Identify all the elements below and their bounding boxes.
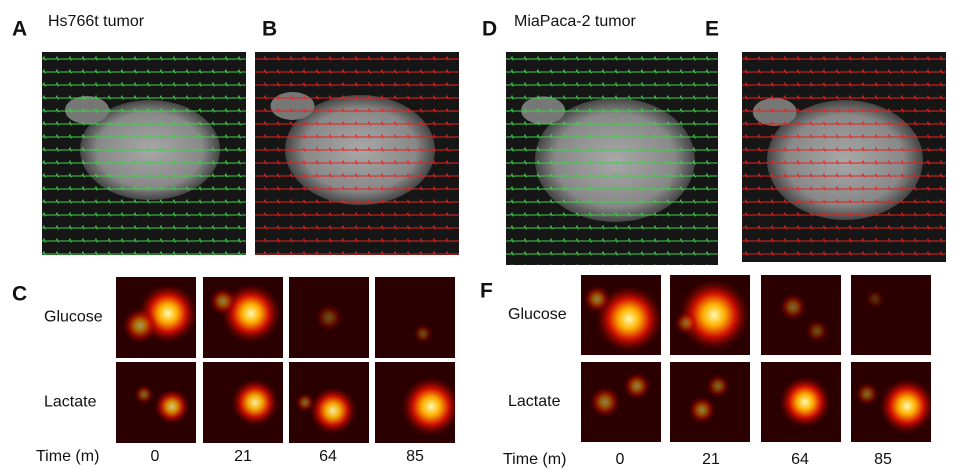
mri-image [255, 52, 459, 255]
hot-spot [231, 378, 279, 427]
hot-spot [674, 311, 698, 335]
hot-spot [706, 374, 730, 398]
hot-spot [209, 287, 237, 316]
axis-label: Time (m) [503, 451, 566, 468]
heatmap [670, 362, 750, 442]
hot-spot [865, 289, 885, 309]
row-label: Glucose [44, 309, 103, 326]
hot-spot [315, 303, 343, 332]
heatmap [375, 362, 455, 443]
spectral-grid [742, 52, 946, 262]
panel-label: F [480, 280, 493, 303]
heatmap [761, 362, 841, 442]
hot-spot [779, 376, 831, 428]
panel-title: Hs766t tumor [48, 13, 145, 30]
spectral-grid [42, 52, 246, 255]
hot-spot [855, 382, 879, 406]
hot-spot [595, 285, 661, 353]
panel-label: B [262, 18, 277, 41]
heatmap-bg [851, 275, 931, 355]
heatmap [581, 362, 661, 442]
spectral-grid [506, 52, 718, 265]
time-label: 85 [874, 451, 892, 468]
time-label: 21 [234, 448, 252, 465]
time-label: 21 [702, 451, 720, 468]
panel-label: D [482, 18, 497, 41]
row-label: Lactate [508, 393, 561, 410]
heatmap [203, 362, 283, 443]
row-label: Glucose [508, 306, 567, 323]
hot-spot [134, 384, 154, 405]
panel-label: A [12, 18, 27, 41]
time-label: 0 [616, 451, 625, 468]
heatmap [116, 362, 196, 443]
hot-spot [122, 307, 158, 344]
time-label: 85 [406, 448, 424, 465]
hot-spot [295, 392, 315, 413]
hot-spot [678, 279, 750, 351]
panel-label: C [12, 283, 27, 306]
heatmap [289, 277, 369, 358]
mri-image [42, 52, 246, 255]
heatmap [375, 277, 455, 358]
time-label: 0 [151, 448, 160, 465]
heatmap [203, 277, 283, 358]
heatmap [761, 275, 841, 355]
hot-spot [401, 376, 455, 437]
axis-label: Time (m) [36, 448, 99, 465]
hot-spot [413, 323, 433, 344]
hot-spot [805, 319, 829, 343]
heatmap [670, 275, 750, 355]
heatmap [851, 362, 931, 442]
hot-spot [583, 285, 611, 313]
hot-spot [623, 372, 651, 400]
panel-title: MiaPaca-2 tumor [514, 13, 636, 30]
heatmap [116, 277, 196, 358]
mri-image [506, 52, 718, 265]
hot-spot [589, 386, 621, 418]
row-label: Lactate [44, 394, 97, 411]
mri-image [742, 52, 946, 262]
heatmap-bg [375, 277, 455, 358]
spectral-grid [255, 52, 459, 255]
heatmap [581, 275, 661, 355]
heatmap [851, 275, 931, 355]
panel-label: E [705, 18, 719, 41]
hot-spot [154, 388, 190, 425]
hot-spot [879, 378, 931, 434]
heatmap [289, 362, 369, 443]
hot-spot [779, 293, 807, 321]
time-label: 64 [319, 448, 337, 465]
hot-spot [309, 386, 357, 435]
time-label: 64 [791, 451, 809, 468]
hot-spot [688, 396, 716, 424]
